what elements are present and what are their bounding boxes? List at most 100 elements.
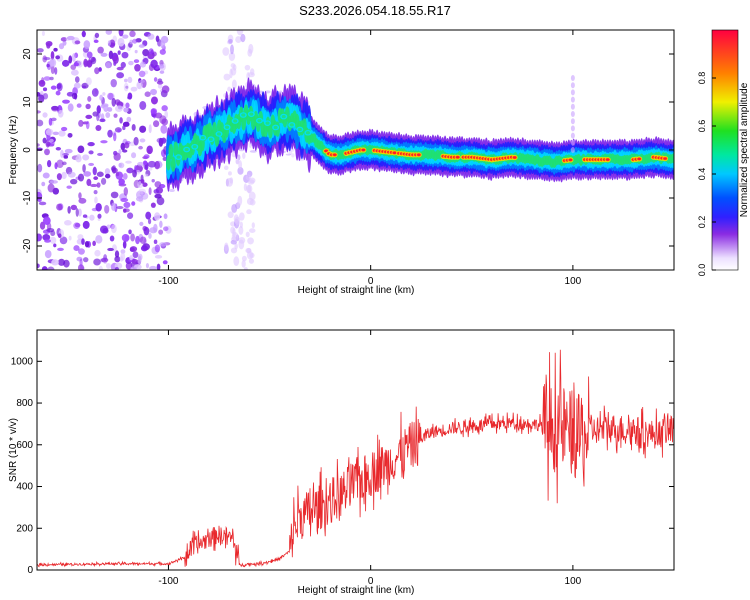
- noise-blob: [150, 108, 158, 115]
- noise-blob: [147, 33, 155, 40]
- noise-streak-blob: [228, 38, 233, 44]
- noise-streak-blob: [230, 44, 234, 55]
- noise-blob: [77, 234, 84, 240]
- noise-blob: [118, 162, 125, 169]
- noise-blob: [148, 124, 152, 134]
- ridge-blob: [170, 156, 176, 172]
- noise-blob: [125, 160, 132, 164]
- noise-blob: [93, 189, 98, 195]
- noise-streak-blob: [242, 152, 246, 159]
- snr-x-label: Height of straight line (km): [298, 585, 415, 596]
- noise-blob: [158, 64, 165, 69]
- noise-blob: [89, 214, 95, 221]
- noise-blob: [42, 234, 51, 241]
- noise-blob: [82, 220, 90, 229]
- noise-blob: [105, 62, 111, 69]
- noise-streak-blob: [243, 267, 248, 270]
- x-tick-label: 100: [565, 276, 582, 287]
- noise-blob: [105, 112, 111, 118]
- noise-blob: [123, 107, 129, 113]
- noise-blob: [75, 208, 79, 217]
- noise-blob: [68, 235, 72, 241]
- noise-streak-blob: [239, 221, 243, 229]
- noise-blob: [83, 171, 92, 177]
- noise-blob: [57, 247, 64, 252]
- noise-blob: [107, 107, 113, 112]
- noise-blob: [134, 49, 138, 54]
- noise-blob: [113, 113, 118, 118]
- noise-blob: [88, 150, 94, 155]
- noise-blob: [120, 142, 126, 151]
- noise-blob: [144, 91, 151, 97]
- halo-blob: [169, 189, 175, 192]
- noise-blob: [43, 76, 51, 81]
- noise-blob: [46, 228, 55, 233]
- noise-blob: [74, 40, 81, 45]
- spike-blob: [570, 111, 575, 117]
- noise-blob: [99, 118, 106, 123]
- noise-blob: [116, 66, 124, 71]
- noise-blob: [76, 103, 82, 108]
- noise-blob: [120, 249, 126, 254]
- spike-blob: [570, 125, 575, 132]
- bead-blob: [200, 136, 205, 140]
- hot-core-blob: [637, 157, 642, 161]
- noise-blob: [127, 92, 133, 100]
- noise-blob: [100, 52, 108, 57]
- bead-blob: [265, 121, 270, 125]
- noise-blob: [94, 196, 98, 204]
- noise-blob: [154, 193, 162, 199]
- noise-streak-blob: [248, 258, 255, 264]
- snr-x-ticks: -100 0 100: [158, 330, 582, 587]
- noise-blob: [111, 97, 116, 107]
- spike-blob: [570, 82, 575, 89]
- hot-core-blob: [332, 153, 337, 156]
- bead-blob: [176, 155, 181, 159]
- noise-blob: [96, 112, 100, 122]
- noise-blob: [49, 180, 58, 184]
- noise-blob: [138, 79, 145, 84]
- noise-blob: [67, 206, 71, 214]
- ridge-blob: [670, 153, 674, 164]
- noise-blob: [134, 64, 141, 72]
- noise-blob: [41, 30, 45, 37]
- noise-blob: [113, 132, 117, 142]
- noise-blob: [123, 78, 128, 83]
- colorbar-tick-label: 0.4: [697, 168, 707, 181]
- noise-blob: [88, 162, 95, 167]
- noise-streak-blob: [223, 165, 229, 170]
- noise-blob: [85, 103, 91, 110]
- ridge-blob: [241, 115, 247, 131]
- spike-blob: [570, 96, 575, 103]
- noise-blob: [94, 249, 101, 257]
- noise-blob: [148, 48, 154, 55]
- noise-blob: [41, 77, 45, 84]
- bead-blob: [289, 123, 294, 127]
- noise-streak-blob: [224, 242, 229, 252]
- noise-blob: [78, 197, 87, 204]
- noise-blob: [153, 120, 160, 128]
- noise-blob: [62, 161, 67, 166]
- spike-blob: [570, 147, 575, 153]
- spike-blob: [570, 89, 575, 96]
- noise-blob: [154, 255, 163, 259]
- spike-blob: [570, 75, 575, 81]
- noise-blob: [159, 70, 165, 74]
- noise-blob: [163, 226, 169, 232]
- y-tick-label: 400: [16, 482, 33, 493]
- noise-blob: [138, 145, 143, 150]
- noise-blob: [154, 244, 161, 253]
- noise-blob: [159, 49, 166, 55]
- noise-blob: [37, 234, 41, 242]
- noise-blob: [113, 152, 121, 161]
- noise-blob: [102, 92, 106, 96]
- noise-streak-blob: [235, 36, 242, 44]
- noise-blob: [117, 128, 121, 133]
- noise-blob: [41, 181, 46, 187]
- noise-blob: [93, 176, 99, 181]
- noise-blob: [164, 110, 169, 119]
- noise-blob: [109, 235, 115, 242]
- bead-blob: [184, 147, 189, 152]
- y-tick-label: 600: [16, 440, 33, 451]
- noise-blob: [156, 196, 165, 206]
